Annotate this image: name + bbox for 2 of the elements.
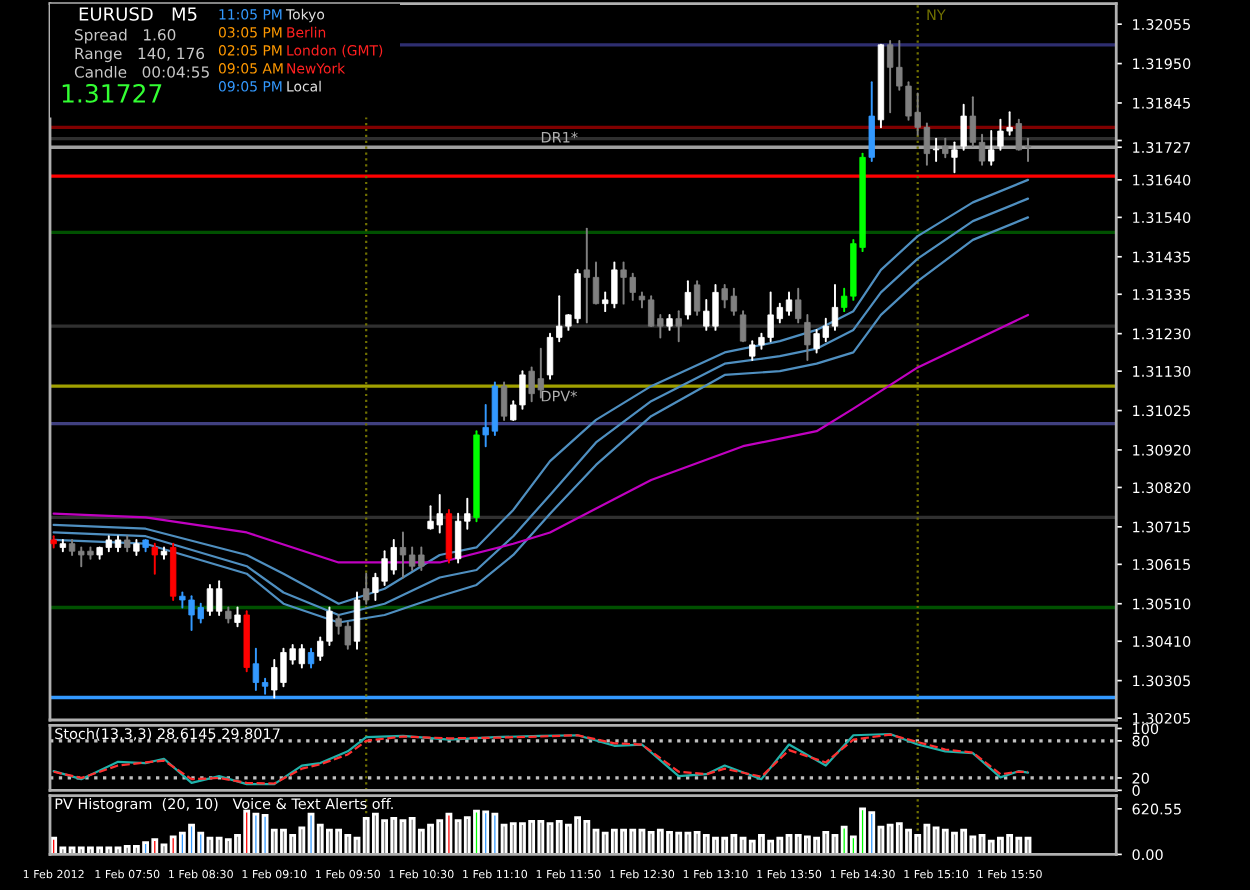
annotation: EURUSD M5	[79, 7, 197, 21]
annotation: 1.31727	[62, 83, 162, 103]
